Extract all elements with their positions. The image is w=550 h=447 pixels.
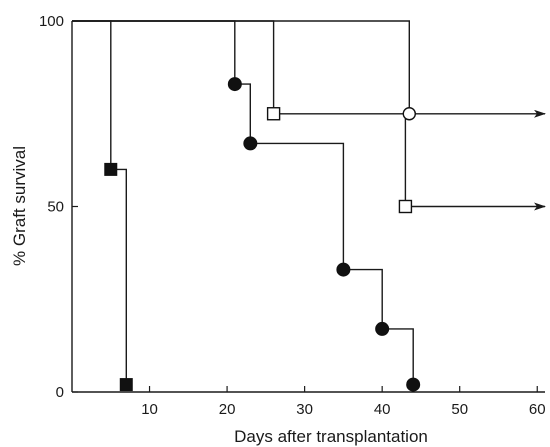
survival-curve-open-circle <box>72 20 546 118</box>
x-tick-label: 60 <box>529 401 546 418</box>
y-tick-label: 0 <box>56 384 64 401</box>
open-square-marker <box>398 199 413 214</box>
filled-circle-marker <box>406 377 421 392</box>
filled-circle-marker <box>375 321 390 336</box>
open-circle-marker <box>402 107 417 121</box>
filled-square-marker <box>104 162 118 176</box>
open-square-marker <box>266 107 281 121</box>
data-markers <box>104 77 421 392</box>
filled-circle-marker <box>243 136 258 151</box>
filled-circle-marker <box>227 77 242 92</box>
survival-curves <box>72 20 546 385</box>
survival-curve-filled-circle <box>72 20 414 385</box>
x-tick-label: 20 <box>219 401 236 418</box>
y-tick-label: 100 <box>39 13 64 30</box>
y-axis-title: % Graft survival <box>10 146 29 266</box>
y-tick-label: 50 <box>47 199 64 216</box>
x-tick-label: 50 <box>451 401 468 418</box>
ticks: 10 20 30 40 50 60 0 50 100 <box>39 13 546 418</box>
x-axis-title: Days after transplantation <box>234 427 428 446</box>
survival-curve-filled-square <box>72 20 128 385</box>
x-tick-label: 40 <box>374 401 391 418</box>
filled-circle-marker <box>336 262 351 277</box>
x-tick-label: 30 <box>296 401 313 418</box>
filled-square-marker <box>119 378 133 392</box>
x-tick-label: 10 <box>141 401 158 418</box>
